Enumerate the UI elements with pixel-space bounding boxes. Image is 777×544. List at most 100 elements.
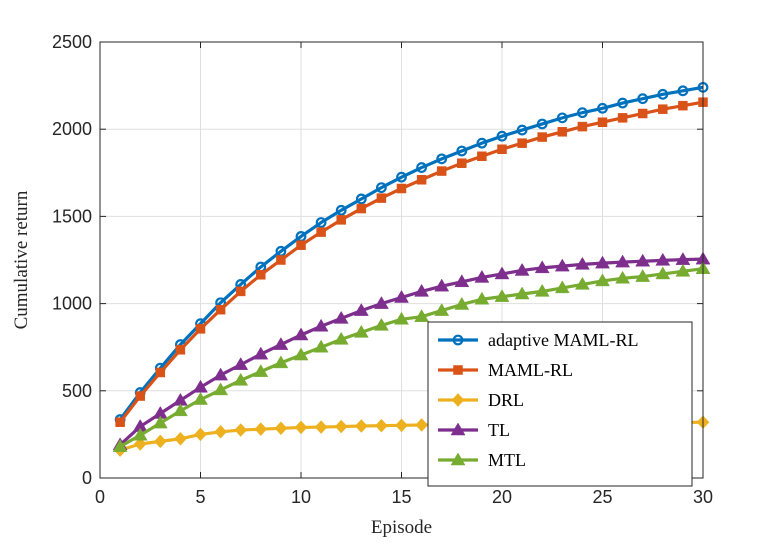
legend-marker xyxy=(453,365,463,375)
data-point xyxy=(436,166,447,176)
data-point xyxy=(174,431,187,446)
data-point xyxy=(293,327,309,341)
data-point xyxy=(635,269,651,282)
data-point xyxy=(213,382,229,396)
data-point xyxy=(637,93,649,105)
data-point xyxy=(416,162,428,173)
data-point xyxy=(293,347,309,361)
data-point xyxy=(655,252,671,266)
legend-marker xyxy=(451,393,465,407)
y-tick-label: 1000 xyxy=(52,294,92,314)
data-point xyxy=(195,324,206,334)
data-point xyxy=(334,419,348,434)
x-tick-label: 10 xyxy=(291,487,311,507)
data-point xyxy=(457,158,467,168)
data-point xyxy=(534,283,550,297)
series-tl xyxy=(112,251,711,451)
data-point xyxy=(516,124,528,136)
data-point xyxy=(214,424,227,439)
data-point xyxy=(133,437,147,451)
data-point xyxy=(356,203,367,214)
x-tick-label: 5 xyxy=(195,487,205,507)
data-point xyxy=(416,175,427,185)
data-point xyxy=(336,215,346,225)
legend-item-mtl: MTL xyxy=(438,450,526,470)
legend-label: MTL xyxy=(488,450,526,470)
data-point xyxy=(296,240,306,250)
y-tick-label: 2500 xyxy=(52,32,92,52)
data-point xyxy=(213,367,229,381)
data-point xyxy=(152,415,168,429)
data-point xyxy=(394,311,409,325)
data-point xyxy=(254,422,268,437)
data-point xyxy=(536,118,548,130)
data-point xyxy=(273,337,289,350)
data-point xyxy=(556,112,568,124)
data-point xyxy=(353,303,369,316)
tick-group: 0 5 10 15 20 25 30 0 500 1000 1500 2000 2500 xyxy=(52,32,713,507)
data-point xyxy=(554,258,570,272)
data-point xyxy=(315,217,327,228)
data-point xyxy=(175,345,186,355)
data-point xyxy=(376,193,387,203)
data-point xyxy=(434,303,450,316)
data-point xyxy=(314,420,328,434)
data-point xyxy=(677,85,689,97)
data-point xyxy=(132,427,148,441)
data-point xyxy=(415,418,428,432)
data-point xyxy=(333,331,349,345)
data-point xyxy=(474,269,490,283)
legend-label: DRL xyxy=(488,390,524,410)
data-point xyxy=(274,421,288,436)
data-point xyxy=(253,346,269,360)
data-point xyxy=(657,88,669,100)
data-point xyxy=(294,420,308,435)
data-point xyxy=(534,260,550,274)
data-point xyxy=(153,434,167,449)
data-point xyxy=(617,113,628,123)
data-point xyxy=(678,100,688,111)
data-point xyxy=(537,132,547,142)
data-point xyxy=(595,255,610,269)
data-point xyxy=(215,304,226,315)
data-point xyxy=(335,204,347,216)
legend-item-drl: DRL xyxy=(438,390,524,410)
data-point xyxy=(155,367,166,378)
data-point xyxy=(376,182,387,194)
data-point xyxy=(476,137,488,149)
legend-item-adaptive-maml-rl: adaptive MAML-RL xyxy=(438,330,638,350)
data-point xyxy=(497,144,507,155)
data-point xyxy=(172,403,188,417)
data-point xyxy=(375,418,388,433)
data-point xyxy=(396,183,407,194)
y-tick-label: 500 xyxy=(62,381,92,401)
data-point xyxy=(615,270,631,284)
data-point xyxy=(557,127,568,137)
data-point xyxy=(313,318,329,332)
data-point xyxy=(373,317,389,331)
data-point xyxy=(577,121,588,132)
y-tick-label: 2000 xyxy=(52,119,92,139)
data-point xyxy=(115,417,125,427)
data-point xyxy=(617,97,628,109)
data-point xyxy=(454,296,470,310)
data-point xyxy=(112,439,128,452)
data-point xyxy=(233,357,249,370)
data-point xyxy=(135,391,145,401)
data-point xyxy=(494,266,510,280)
data-point xyxy=(554,280,570,294)
data-point xyxy=(253,364,269,377)
data-point xyxy=(454,274,470,288)
legend-label: MAML-RL xyxy=(488,360,573,380)
data-point xyxy=(597,117,608,127)
data-point xyxy=(637,108,648,119)
legend-item-maml-rl: MAML-RL xyxy=(438,360,573,380)
legend-label: adaptive MAML-RL xyxy=(488,330,638,350)
data-point xyxy=(414,283,430,297)
data-point xyxy=(395,418,408,433)
data-point xyxy=(396,171,407,183)
legend-marker xyxy=(450,422,466,436)
data-point xyxy=(355,193,367,205)
data-point xyxy=(353,324,369,338)
